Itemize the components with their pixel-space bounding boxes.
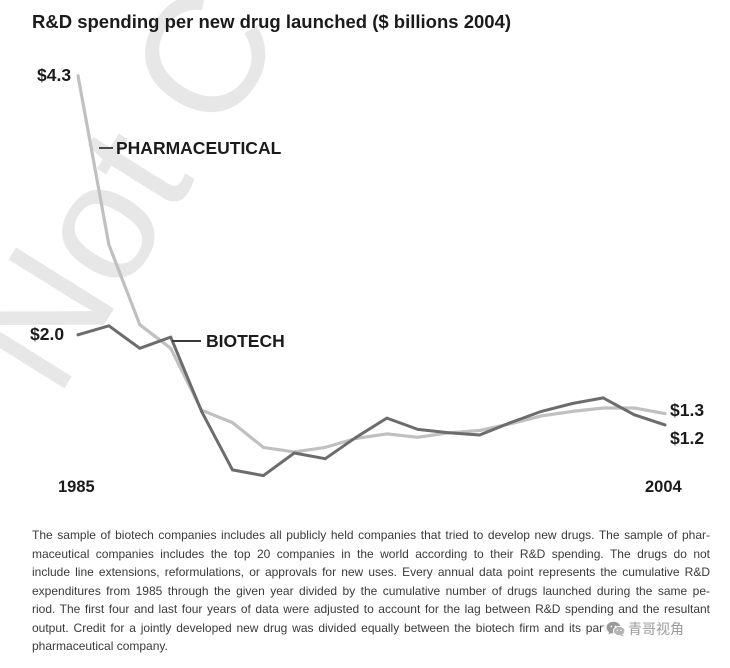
biotech-data-point — [107, 324, 111, 328]
pharmaceutical-data-point — [663, 412, 667, 415]
biotech-data-point — [138, 346, 142, 350]
biotech-data-point — [540, 410, 543, 413]
wechat-watermark-label: 青哥视角 — [628, 621, 684, 637]
pharmaceutical-data-point — [138, 323, 142, 327]
biotech-data-point — [76, 333, 80, 337]
biotech-data-point — [169, 335, 173, 339]
series-line-pharmaceutical — [76, 74, 667, 454]
biotech-data-point — [632, 413, 636, 417]
pharmaceutical-data-point — [385, 432, 389, 436]
wechat-watermark: 青哥视角 — [604, 619, 712, 639]
biotech-series-label: BIOTECH — [206, 331, 285, 351]
biotech-data-point — [292, 451, 296, 455]
pharmaceutical-data-point — [169, 346, 173, 350]
chart-title: R&D spending per new drug launched ($ bi… — [32, 11, 512, 32]
points-biotech — [76, 324, 667, 477]
figure-caption: The sample of biotech companies includes… — [32, 526, 710, 656]
biotech-data-point — [509, 421, 512, 424]
points-pharmaceutical — [76, 74, 667, 454]
biotech-end-value-label: $1.2 — [670, 428, 705, 448]
pharmaceutical-data-point — [416, 435, 420, 439]
caption-line: output. Credit for a jointly developed n… — [32, 620, 624, 635]
x-axis-end-label: 2004 — [645, 478, 682, 496]
caption-line: expenditures from 1985 through the given… — [32, 583, 710, 598]
biotech-data-point — [200, 410, 204, 413]
caption-line: maceutical companies includes the top 20… — [32, 546, 710, 561]
pharmaceutical-end-value-label: $1.3 — [670, 400, 705, 420]
caption-line: riod. The first four and last four years… — [32, 602, 710, 616]
biotech-data-point — [323, 457, 327, 461]
pharmaceutical-data-point — [323, 446, 327, 449]
pharmaceutical-data-point — [231, 421, 234, 424]
biotech-data-point — [478, 433, 481, 437]
biotech-data-point — [354, 435, 358, 439]
biotech-data-point — [231, 468, 234, 472]
biotech-data-point — [663, 423, 667, 427]
caption-line: include line extensions, reformulations,… — [32, 565, 710, 579]
x-axis-start-label: 1985 — [58, 478, 95, 496]
biotech-data-point — [601, 396, 605, 400]
line-chart — [76, 74, 667, 478]
biotech-data-point — [447, 431, 451, 435]
biotech-start-value-label: $2.0 — [30, 324, 65, 344]
pharmaceutical-data-point — [632, 406, 636, 410]
caption-line: pharmaceutical company. — [32, 639, 168, 653]
pharmaceutical-start-value-label: $4.3 — [37, 65, 72, 85]
pharmaceutical-data-point — [478, 429, 481, 432]
pharmaceutical-data-point — [107, 243, 111, 247]
biotech-data-point — [385, 416, 389, 420]
pharmaceutical-series-label: PHARMACEUTICAL — [116, 138, 282, 158]
biotech-data-point — [416, 428, 420, 431]
pharmaceutical-data-point — [570, 410, 574, 413]
pharmaceutical-data-point — [601, 406, 605, 410]
wechat-icon — [606, 621, 626, 637]
caption-line: The sample of biotech companies includes… — [32, 528, 710, 542]
series-line-biotech — [76, 324, 667, 478]
pharmaceutical-data-point — [76, 74, 80, 78]
pharmaceutical-data-point — [262, 446, 265, 449]
biotech-data-point — [570, 402, 574, 405]
biotech-data-point — [262, 474, 265, 477]
pharmaceutical-data-point — [540, 414, 543, 418]
